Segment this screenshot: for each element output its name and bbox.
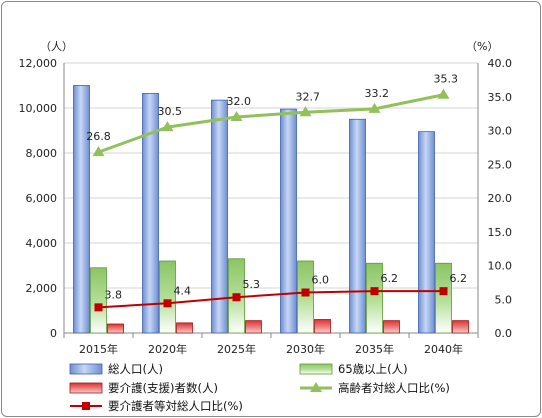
x-tick-label: 2015年 — [79, 342, 118, 356]
y-left-tick-label: 2,000 — [26, 282, 58, 295]
y-right-tick-label: 10.0 — [488, 260, 513, 273]
lines — [92, 88, 450, 312]
bar — [176, 322, 193, 334]
y-right-tick-label: 5.0 — [495, 293, 513, 306]
line-point — [437, 88, 450, 99]
data-label: 30.5 — [158, 105, 183, 118]
y-right-unit: （%） — [466, 40, 498, 53]
y-left-tick-label: 4,000 — [26, 237, 58, 250]
bar — [366, 262, 383, 334]
data-label: 6.0 — [312, 274, 330, 287]
x-tick-label: 2035年 — [355, 342, 394, 356]
bar — [452, 320, 469, 334]
data-label: 5.3 — [243, 278, 261, 291]
x-tick-label: 2020年 — [148, 342, 187, 356]
y-left-unit: （人） — [40, 40, 73, 53]
line-point — [230, 111, 243, 121]
gridlines — [64, 62, 478, 289]
bar — [107, 323, 124, 334]
data-labels: 26.8 30.5 32.0 32.7 33.2 35.3 3.8 4.4 5.3 6.0 6.2 6… — [86, 73, 467, 302]
legend-marker — [82, 402, 90, 410]
line-point — [439, 287, 448, 296]
data-label: 6.2 — [450, 272, 468, 285]
line-point — [92, 146, 105, 157]
bar — [90, 267, 107, 334]
x-tick-label: 2030年 — [286, 342, 325, 356]
legend-swatch — [299, 363, 333, 375]
data-label: 32.7 — [296, 90, 321, 103]
legend-swatch — [69, 382, 103, 394]
y-right-tick-label: 15.0 — [488, 226, 513, 239]
y-left-tick-label: 0 — [50, 327, 57, 340]
data-label: 33.2 — [365, 87, 390, 100]
data-label: 3.8 — [105, 288, 123, 301]
y-right-tick-label: 40.0 — [488, 57, 513, 70]
y-left-tick-label: 12,000 — [19, 57, 58, 70]
x-tick-label: 2025年 — [217, 342, 256, 356]
y-left-tick-label: 10,000 — [19, 102, 58, 115]
line-point — [301, 288, 310, 297]
bar — [314, 319, 331, 334]
data-label: 4.4 — [174, 284, 192, 297]
legend-label: 総人口(人) — [108, 362, 163, 376]
bar — [245, 320, 262, 334]
bar — [280, 108, 297, 334]
data-label: 35.3 — [434, 73, 459, 86]
bar — [159, 260, 176, 334]
data-label: 32.0 — [227, 95, 252, 108]
bar — [349, 118, 366, 334]
line-point — [163, 299, 172, 308]
y-right-tick-label: 30.0 — [488, 125, 513, 138]
line-point — [232, 293, 241, 302]
bar — [418, 131, 435, 334]
series-line — [97, 93, 444, 154]
legend-label: 65歳以上(人) — [338, 362, 408, 376]
legend-label: 要介護(支援)者数(人) — [108, 381, 218, 395]
y-right-tick-label: 20.0 — [488, 192, 513, 205]
y-right-tick-label: 0.0 — [495, 327, 513, 340]
legend-marker — [310, 382, 322, 392]
bar — [435, 262, 452, 334]
line-point — [368, 102, 381, 113]
legend-label: 要介護者等対総人口比(%) — [108, 399, 243, 413]
axes: 0 2,000 4,000 6,000 8,000 10,000 12,000 0.0 5.0 1… — [19, 40, 513, 356]
data-label: 6.2 — [381, 272, 399, 285]
bar — [142, 92, 159, 334]
series-line — [98, 290, 444, 309]
line-point — [94, 303, 103, 312]
data-label: 26.8 — [86, 130, 111, 143]
bar — [211, 99, 228, 334]
legend-label: 高齢者対総人口比(%) — [338, 381, 450, 395]
y-left-tick-label: 8,000 — [26, 147, 58, 160]
x-tick-label: 2040年 — [424, 342, 463, 356]
y-left-tick-label: 6,000 — [26, 192, 58, 205]
bar — [297, 260, 314, 334]
line-point — [370, 287, 379, 296]
line-point — [299, 106, 312, 117]
y-right-tick-label: 35.0 — [488, 91, 513, 104]
bars — [73, 85, 469, 334]
legend: 総人口(人) 65歳以上(人) 要介護(支援)者数(人) 高齢者対総人口比(%) 要介護… — [69, 362, 450, 413]
legend-swatch — [69, 363, 103, 375]
y-right-tick-label: 25.0 — [488, 158, 513, 171]
bar — [383, 320, 400, 334]
bar — [73, 85, 90, 334]
line-point — [161, 121, 174, 132]
